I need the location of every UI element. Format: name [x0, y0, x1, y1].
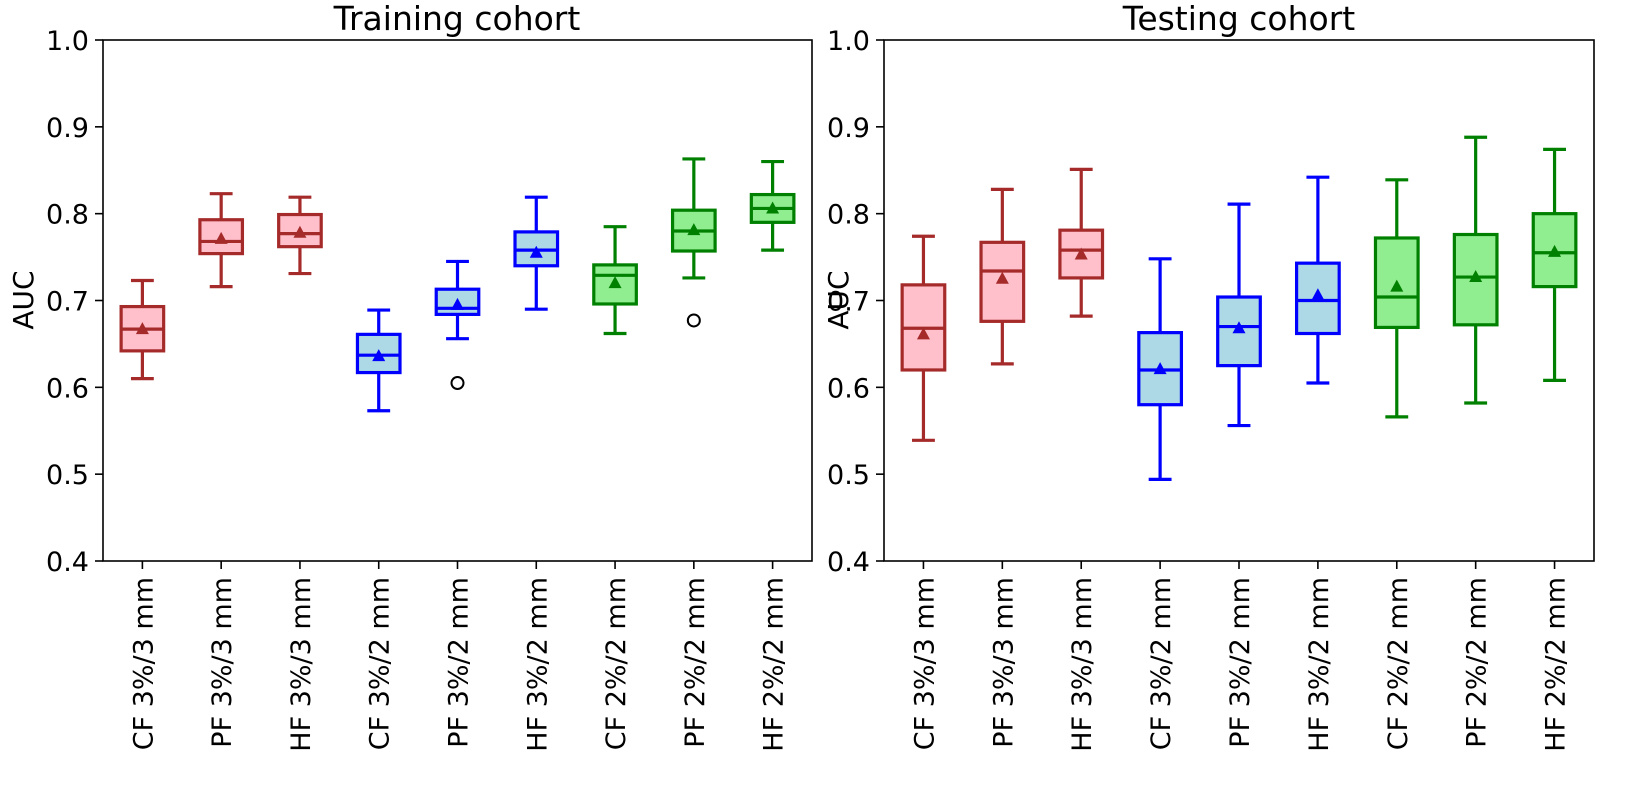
x-tick-label-hf-3pct-2-mm: HF 3%/2 mm — [522, 577, 553, 752]
box-hf-3pct-3-mm — [277, 195, 323, 276]
mean-marker — [1390, 279, 1404, 292]
y-tick-label: 0.9 — [46, 113, 89, 144]
box-cf-3pct-3-mm — [119, 278, 166, 381]
y-tick-label: 0.6 — [46, 373, 89, 404]
testing-plot-area — [900, 135, 1578, 481]
x-tick-label-pf-2pct-2-mm: PF 2%/2 mm — [680, 577, 711, 748]
y-tick-label: 0.7 — [827, 287, 870, 318]
mean-marker — [293, 225, 307, 238]
outlier-point — [686, 313, 701, 328]
x-tick-label-cf-3pct-3-mm: CF 3%/3 mm — [128, 577, 159, 750]
y-tick-label: 0.8 — [46, 200, 89, 231]
x-tick-label-cf-3pct-2-mm: CF 3%/2 mm — [1146, 577, 1177, 750]
iqr-box — [1058, 228, 1105, 280]
box-pf-3pct-2-mm — [434, 259, 481, 390]
mean-marker — [1311, 288, 1325, 301]
mean-marker — [1074, 247, 1088, 260]
mean-marker — [214, 231, 228, 244]
testing-x-ticks: CF 3%/3 mm PF 3%/3 mm HF 3%/3 mm CF 3%/2 mm… — [909, 561, 1572, 752]
y-tick-label: 0.4 — [46, 547, 89, 578]
box-pf-3pct-2-mm — [1216, 202, 1262, 428]
x-tick-label-pf-3pct-2-mm: PF 3%/2 mm — [444, 577, 475, 748]
x-tick-label-cf-2pct-2-mm: CF 2%/2 mm — [1383, 577, 1414, 750]
mean-marker — [1548, 244, 1562, 257]
x-tick-label-pf-3pct-3-mm: PF 3%/3 mm — [988, 577, 1019, 748]
mean-marker — [135, 322, 149, 335]
training-plot-area — [119, 157, 796, 413]
testing-cohort-title: Testing cohort — [1122, 0, 1356, 38]
y-tick-label: 0.8 — [827, 200, 870, 231]
box-hf-2pct-2-mm — [1531, 147, 1578, 382]
box-cf-3pct-2-mm — [1137, 257, 1184, 481]
testing-cohort-panel: Testing cohort AUC 0.4 0.5 0.6 0.7 0.8 0.9 1.0… — [822, 0, 1595, 752]
y-tick-label: 0.9 — [827, 113, 870, 144]
mean-marker — [687, 223, 701, 236]
y-tick-label: 0.5 — [827, 460, 870, 491]
x-tick-label-pf-3pct-2-mm: PF 3%/2 mm — [1225, 577, 1256, 748]
testing-y-axis-label: AUC — [822, 270, 855, 329]
box-pf-2pct-2-mm — [670, 157, 717, 328]
training-y-ticks: 0.4 0.5 0.6 0.7 0.8 0.9 1.0 — [46, 26, 103, 578]
x-tick-label-cf-3pct-3-mm: CF 3%/3 mm — [909, 577, 940, 750]
y-tick-label: 0.6 — [827, 373, 870, 404]
y-tick-label: 1.0 — [46, 26, 89, 57]
outlier-point — [450, 375, 465, 390]
box-pf-3pct-3-mm — [979, 187, 1026, 366]
box-hf-3pct-3-mm — [1058, 167, 1105, 318]
mean-marker — [372, 349, 386, 362]
mean-marker — [608, 276, 622, 289]
mean-marker — [995, 271, 1009, 284]
mean-marker — [451, 297, 464, 310]
x-tick-label-hf-2pct-2-mm: HF 2%/2 mm — [759, 577, 790, 752]
x-tick-label-pf-3pct-3-mm: PF 3%/3 mm — [207, 577, 238, 748]
x-tick-label-hf-2pct-2-mm: HF 2%/2 mm — [1541, 577, 1572, 752]
mean-marker — [1232, 321, 1246, 334]
mean-marker — [529, 245, 543, 258]
x-tick-label-hf-3pct-3-mm: HF 3%/3 mm — [286, 577, 317, 752]
training-x-ticks: CF 3%/3 mm PF 3%/3 mm HF 3%/3 mm CF 3%/2 mm… — [128, 561, 790, 752]
training-cohort-title: Training cohort — [333, 0, 581, 38]
testing-y-ticks: 0.4 0.5 0.6 0.7 0.8 0.9 1.0 — [827, 26, 884, 578]
x-tick-label-hf-3pct-3-mm: HF 3%/3 mm — [1067, 577, 1098, 752]
box-cf-2pct-2-mm — [592, 225, 638, 336]
y-tick-label: 0.4 — [827, 547, 870, 578]
testing-axes-frame — [883, 39, 1595, 562]
mean-marker — [1469, 270, 1483, 283]
y-tick-label: 0.7 — [46, 287, 89, 318]
x-tick-label-pf-2pct-2-mm: PF 2%/2 mm — [1462, 577, 1493, 748]
mean-marker — [766, 201, 780, 214]
y-tick-label: 0.5 — [46, 460, 89, 491]
x-tick-label-cf-2pct-2-mm: CF 2%/2 mm — [601, 577, 632, 750]
mean-marker — [916, 327, 930, 340]
training-cohort-panel: Training cohort AUC 0.4 0.5 0.6 0.7 0.8 0.9 1.… — [7, 0, 813, 752]
box-cf-2pct-2-mm — [1373, 178, 1420, 419]
box-pf-2pct-2-mm — [1452, 135, 1499, 405]
box-hf-2pct-2-mm — [749, 159, 796, 252]
mean-marker — [1153, 362, 1167, 375]
box-cf-3pct-2-mm — [355, 308, 402, 413]
box-pf-3pct-3-mm — [198, 192, 245, 289]
box-hf-3pct-2-mm — [1294, 175, 1341, 385]
x-tick-label-cf-3pct-2-mm: CF 3%/2 mm — [365, 577, 396, 750]
x-tick-label-hf-3pct-2-mm: HF 3%/2 mm — [1304, 577, 1335, 752]
box-hf-3pct-2-mm — [513, 195, 560, 311]
y-tick-label: 1.0 — [827, 26, 870, 57]
training-axes-frame — [102, 39, 813, 562]
box-cf-3pct-3-mm — [900, 234, 947, 442]
training-y-axis-label: AUC — [7, 270, 40, 329]
